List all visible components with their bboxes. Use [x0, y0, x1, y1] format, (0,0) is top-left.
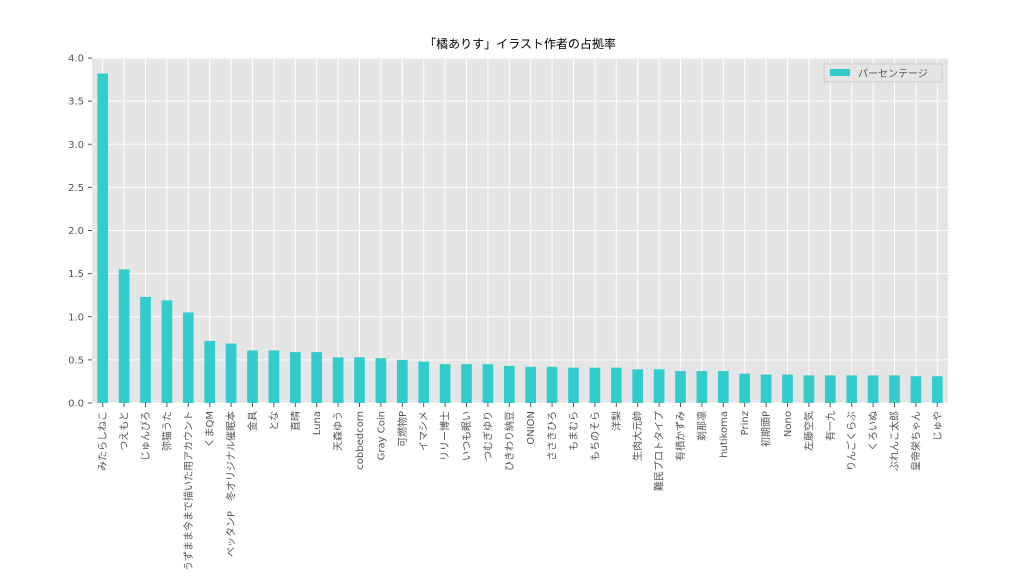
x-tick-label: うずまま今まで描いた用アカウント: [182, 411, 195, 571]
x-tick-label: 剃那凛: [695, 411, 708, 441]
x-tick-label: もまむら: [568, 411, 580, 451]
x-tick-label: 直晴: [289, 411, 302, 431]
bar: [118, 269, 130, 403]
x-tick-label: 可燃物P: [396, 411, 409, 447]
x-tick-label: ささきひろ: [547, 411, 559, 461]
x-tick-label: とな: [268, 411, 280, 431]
bar: [675, 371, 686, 403]
y-tick-label: 0.0: [68, 399, 84, 410]
x-tick-label: もちのそら: [589, 411, 601, 461]
x-tick-label: Prinz: [740, 411, 751, 435]
bar: [375, 358, 387, 403]
x-tick-label: リリー博士: [439, 411, 452, 461]
x-tick-label: くまQM: [204, 411, 216, 448]
bar: [311, 352, 323, 403]
bar: [717, 371, 729, 403]
bar: [97, 73, 109, 404]
bar: [182, 312, 194, 403]
bar: [653, 369, 665, 403]
x-tick-label: 難民プロトタイプ: [653, 411, 666, 491]
legend-box: [823, 63, 943, 83]
bar: [204, 340, 216, 403]
x-tick-label: つむぎゆり: [481, 411, 494, 461]
x-tick-label: 洋梨: [610, 411, 623, 431]
x-tick-label: じゅや: [932, 411, 944, 441]
x-tick-label: 皇帝栄ちゃん: [909, 411, 922, 471]
x-tick-label: 生肉大元帥: [631, 411, 644, 461]
bar: [824, 375, 836, 403]
bar: [589, 367, 601, 403]
y-tick-label: 3.5: [68, 97, 84, 108]
bar: [461, 364, 472, 403]
y-tick-label: 3.0: [68, 140, 84, 151]
bar: [225, 343, 237, 403]
bar: [889, 375, 900, 403]
x-tick-label: ぶれんこ太郎: [888, 411, 901, 471]
y-tick-label: 2.0: [68, 226, 84, 237]
x-tick-label: 弥猫うた: [160, 411, 173, 451]
legend-swatch: [830, 69, 850, 76]
bar: [803, 375, 815, 403]
bar: [782, 374, 793, 403]
x-tick-label: ONION: [526, 411, 537, 445]
x-tick-label: 有栖かずみ: [674, 411, 687, 461]
bar: [632, 369, 644, 403]
x-tick-label: みたらしねこ: [97, 411, 109, 471]
x-tick-label: 初期頭P: [760, 411, 773, 447]
x-tick-label: いつも眠い: [461, 411, 473, 461]
y-tick-label: 1.5: [68, 269, 84, 280]
bar: [931, 376, 943, 403]
x-tick-label: Nono: [783, 411, 794, 437]
y-tick-label: 0.5: [68, 355, 84, 366]
bar: [332, 357, 344, 403]
y-tick-label: 1.0: [68, 312, 84, 323]
bar: [439, 364, 451, 403]
x-tick-label: Luna: [312, 411, 323, 435]
x-tick-label: つえもと: [119, 411, 131, 451]
x-tick-label: ペッタンP 冬オリジナル催眠本: [225, 411, 238, 557]
x-tick-label: くろいぬ: [868, 411, 880, 451]
bar: [418, 361, 430, 403]
bar: [846, 375, 858, 403]
x-tick-label: 有一九: [824, 411, 837, 441]
bar: [867, 375, 879, 403]
bar: [140, 296, 151, 403]
bar: [525, 366, 537, 403]
bar: [354, 357, 365, 403]
bar: [760, 374, 772, 403]
x-tick-label: りんごくらぶ: [845, 411, 858, 471]
bar: [161, 300, 173, 403]
legend-label: パーセンテージ: [858, 68, 928, 80]
chart-title: 「橘ありす」イラスト作者の占拠率: [424, 36, 616, 51]
y-tick-label: 2.5: [68, 183, 84, 194]
bar: [610, 367, 622, 403]
bar: [546, 366, 558, 403]
bar: [568, 367, 579, 403]
bar: [503, 365, 515, 403]
x-tick-label: Gray Coin: [376, 411, 387, 460]
x-tick-label: cobbedcorn: [355, 411, 366, 470]
x-tick-label: 金具: [246, 411, 259, 431]
bar: [482, 364, 494, 403]
bar: [396, 359, 408, 403]
x-tick-label: 左藤空気: [802, 411, 815, 451]
x-tick-label: 天森ゆう: [332, 411, 345, 451]
bar: [247, 350, 258, 403]
bar: [268, 350, 280, 403]
y-tick-label: 4.0: [68, 54, 84, 65]
x-tick-label: hutikoma: [719, 411, 730, 458]
x-tick-label: イマシメ: [419, 411, 430, 451]
x-tick-label: ひきわり納豆: [503, 411, 516, 471]
bar: [289, 352, 301, 403]
x-tick-label: じゅんぴろ: [140, 411, 152, 461]
bar: [910, 376, 922, 403]
bar: [739, 373, 751, 403]
bar: [696, 371, 708, 403]
